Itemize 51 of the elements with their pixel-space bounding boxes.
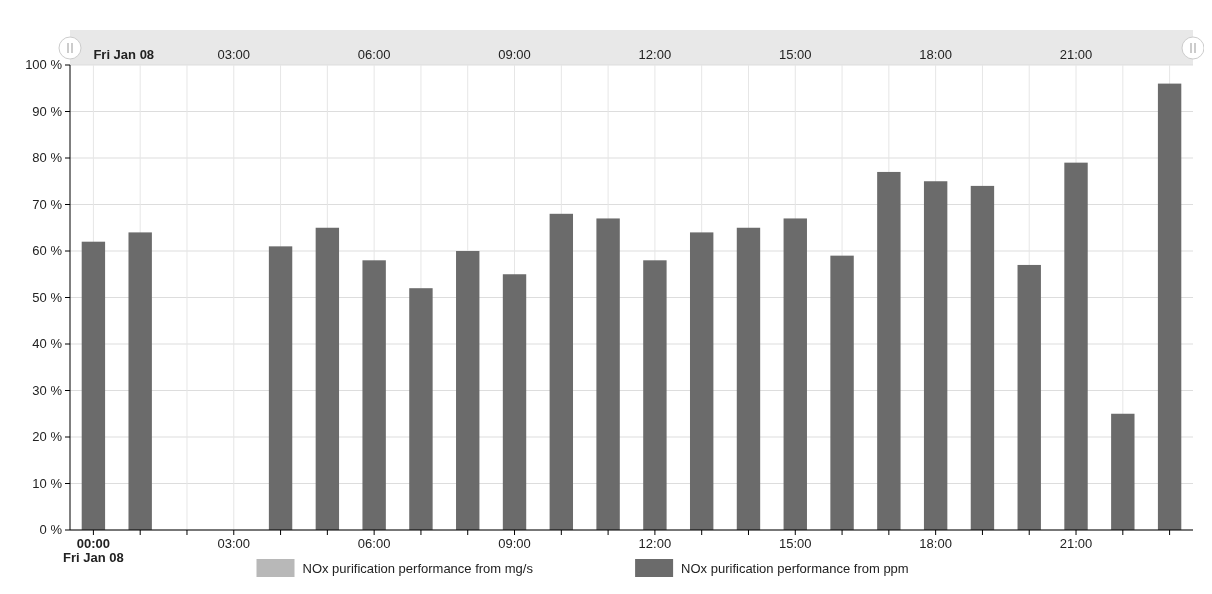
bar bbox=[456, 251, 480, 530]
x-tick-label: 18:00 bbox=[919, 536, 952, 551]
y-tick-label: 20 % bbox=[32, 429, 63, 444]
bar bbox=[81, 241, 106, 530]
legend-label: NOx purification performance from ppm bbox=[681, 561, 909, 576]
bar bbox=[689, 232, 714, 530]
bar bbox=[877, 171, 901, 530]
x-tick-label: 15:00 bbox=[779, 536, 812, 551]
bar bbox=[549, 213, 574, 530]
y-tick-label: 90 % bbox=[32, 103, 63, 119]
x2-tick-label: 21:00 bbox=[1059, 47, 1093, 62]
y-tick-label: 80 % bbox=[32, 150, 63, 165]
x2-tick-label: 18:00 bbox=[919, 47, 952, 62]
y-tick-label: 70 % bbox=[32, 196, 63, 212]
bar bbox=[923, 181, 948, 530]
bar bbox=[736, 227, 761, 530]
y-tick-label: 0 % bbox=[39, 522, 63, 537]
bar bbox=[362, 260, 386, 530]
y-tick-label: 60 % bbox=[32, 243, 63, 258]
bar bbox=[1111, 413, 1135, 530]
bar bbox=[1017, 264, 1041, 530]
x2-tick-label: 03:00 bbox=[217, 47, 251, 62]
x-tick-label: 00:00 Fri Jan 08 bbox=[63, 536, 124, 565]
x-tick-label: 09:00 bbox=[498, 536, 531, 551]
x-tick-label: 12:00 bbox=[638, 536, 672, 551]
y-tick-label: 40 % bbox=[32, 336, 63, 351]
bar bbox=[409, 288, 433, 530]
y-tick-label: 100 % bbox=[25, 57, 63, 72]
bar bbox=[1157, 83, 1182, 530]
x2-tick-label: 15:00 bbox=[779, 47, 812, 62]
x-tick-label: 03:00 bbox=[217, 536, 251, 551]
bar bbox=[830, 255, 854, 530]
x2-tick-label: 12:00 bbox=[638, 47, 672, 62]
bar bbox=[315, 227, 340, 530]
x2-tick-label: 06:00 bbox=[357, 47, 391, 62]
x-tick-label: 06:00 bbox=[357, 536, 391, 551]
bar bbox=[596, 218, 620, 530]
y-tick-label: 50 % bbox=[32, 289, 63, 305]
x-tick-label: 21:00 bbox=[1059, 536, 1093, 551]
bar bbox=[783, 218, 807, 530]
bar bbox=[643, 260, 667, 530]
y-tick-label: 30 % bbox=[32, 382, 63, 398]
bar bbox=[128, 232, 152, 530]
x2-tick-label: Fri Jan 08 bbox=[93, 47, 155, 62]
bar bbox=[970, 185, 995, 530]
bar bbox=[268, 246, 293, 530]
bar bbox=[1064, 162, 1088, 530]
x2-tick-label: 09:00 bbox=[498, 47, 531, 62]
y-tick-label: 10 % bbox=[32, 475, 63, 491]
legend-label: NOx purification performance from mg/s bbox=[302, 561, 534, 576]
bar bbox=[502, 274, 527, 530]
